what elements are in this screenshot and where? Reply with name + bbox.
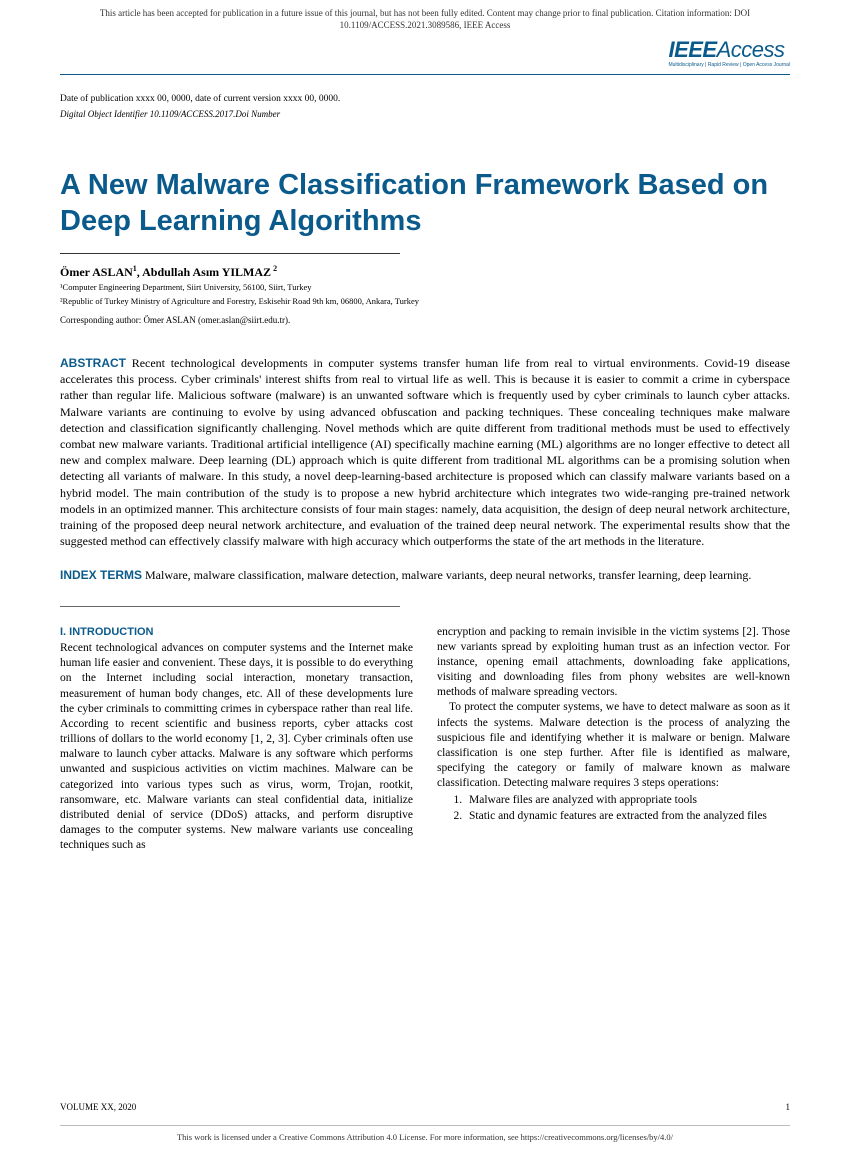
author-1-name: Ömer ASLAN	[60, 265, 133, 279]
step-1: Malware files are analyzed with appropri…	[465, 793, 790, 808]
step-2: Static and dynamic features are extracte…	[465, 809, 790, 824]
logo-tagline: Multidisciplinary | Rapid Review | Open …	[668, 62, 790, 68]
volume-label: VOLUME XX, 2020	[60, 1102, 136, 1112]
paper-title: A New Malware Classification Framework B…	[0, 119, 850, 240]
abstract-label: ABSTRACT	[60, 356, 126, 370]
ieee-access-logo: IEEEAccess Multidisciplinary | Rapid Rev…	[668, 39, 790, 68]
column-left: I. INTRODUCTION Recent technological adv…	[60, 625, 413, 854]
affiliation-2: ²Republic of Turkey Ministry of Agricult…	[0, 294, 850, 307]
author-2-name: Abdullah Asım YILMAZ	[142, 265, 271, 279]
footer-row: VOLUME XX, 2020 1	[60, 1102, 790, 1112]
license-notice: This work is licensed under a Creative C…	[60, 1125, 790, 1142]
page-number: 1	[786, 1102, 791, 1112]
steps-list: Malware files are analyzed with appropri…	[465, 793, 790, 823]
affiliation-1: ¹Computer Engineering Department, Siirt …	[0, 280, 850, 293]
doi-line: Digital Object Identifier 10.1109/ACCESS…	[0, 107, 850, 119]
column-right: encryption and packing to remain invisib…	[437, 625, 790, 854]
corresponding-author: Corresponding author: Ömer ASLAN (omer.a…	[0, 307, 850, 325]
intro-paragraph-2: To protect the computer systems, we have…	[437, 700, 790, 791]
section-heading-intro: I. INTRODUCTION	[60, 625, 413, 640]
author-list: Ömer ASLAN1, Abdullah Asım YILMAZ 2	[0, 254, 850, 280]
intro-paragraph-1-cont: encryption and packing to remain invisib…	[437, 625, 790, 701]
author-2-sup: 2	[271, 264, 277, 273]
index-terms-label: INDEX TERMS	[60, 568, 142, 582]
abstract-text: Recent technological developments in com…	[60, 356, 790, 548]
abstract-block: ABSTRACT Recent technological developmen…	[0, 325, 850, 549]
body-columns: I. INTRODUCTION Recent technological adv…	[0, 607, 850, 854]
acceptance-notice: This article has been accepted for publi…	[0, 0, 850, 35]
logo-ieee: IEEE	[668, 37, 716, 62]
logo-row: IEEEAccess Multidisciplinary | Rapid Rev…	[0, 35, 850, 68]
logo-access: Access	[717, 37, 785, 62]
index-terms-block: INDEX TERMS Malware, malware classificat…	[0, 549, 850, 583]
index-terms-text: Malware, malware classification, malware…	[142, 568, 751, 582]
intro-paragraph-1: Recent technological advances on compute…	[60, 641, 413, 853]
publication-date: Date of publication xxxx 00, 0000, date …	[0, 75, 850, 106]
